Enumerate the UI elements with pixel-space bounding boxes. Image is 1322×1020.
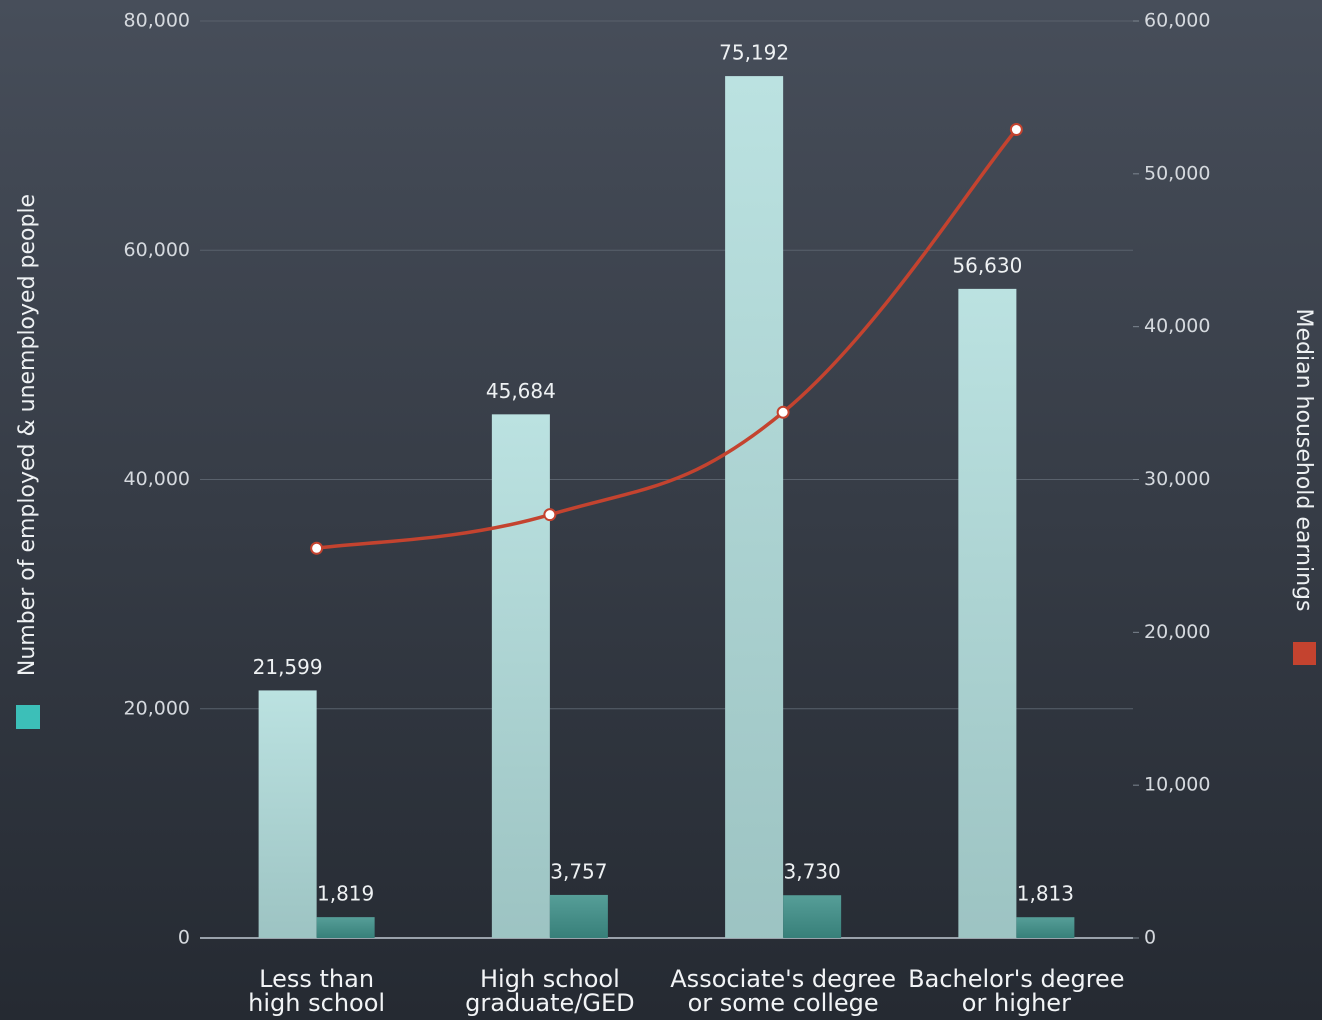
- value-label: 1,819: [317, 882, 374, 906]
- y2-axis-title: Median household earnings: [1291, 309, 1316, 612]
- value-label: 3,730: [783, 860, 840, 884]
- value-label: 1,813: [1017, 882, 1074, 906]
- bar-shade: [258, 690, 317, 938]
- x-tick-label: Bachelor's degree or higher: [908, 965, 1124, 1017]
- x-tick-label: Associate's degree or some college: [670, 965, 896, 1017]
- y2-tick-label: 50,000: [1144, 162, 1210, 184]
- y-tick-label: 80,000: [124, 10, 190, 32]
- y-axis-title: Number of employed & unemployed people: [15, 194, 40, 676]
- y2-tick-label: 20,000: [1144, 621, 1210, 643]
- line-point: [776, 405, 790, 419]
- value-label: 3,757: [550, 859, 607, 883]
- value-label: 45,684: [486, 379, 556, 403]
- y-tick-label: 20,000: [124, 697, 190, 719]
- line: [316, 128, 1018, 551]
- value-label: 56,630: [952, 253, 1022, 277]
- y2-tick-label: 10,000: [1144, 774, 1210, 796]
- value-label: 75,192: [719, 41, 789, 65]
- y-tick-label: 0: [178, 927, 190, 949]
- y-tick-label: 60,000: [124, 239, 190, 261]
- bar-shade: [549, 894, 608, 938]
- y2-tick-label: 30,000: [1144, 468, 1210, 490]
- bar-shade: [1016, 917, 1075, 938]
- line-point: [1009, 123, 1023, 137]
- y-tick-label: 40,000: [124, 468, 190, 490]
- line-point: [543, 508, 557, 522]
- bar-shade: [491, 414, 550, 938]
- legend-swatch: [16, 705, 40, 729]
- bar-shade: [316, 917, 375, 938]
- line-point: [310, 541, 324, 555]
- x-tick-label: Less than high school: [248, 965, 385, 1017]
- value-label: 21,599: [253, 655, 323, 679]
- bar-shade: [783, 895, 842, 938]
- bar-shade: [725, 76, 784, 939]
- y2-tick-label: 0: [1144, 927, 1156, 949]
- y2-tick-label: 40,000: [1144, 315, 1210, 337]
- y2-tick-label: 60,000: [1144, 10, 1210, 32]
- legend-swatch: [1293, 642, 1316, 665]
- bar-shade: [958, 288, 1017, 938]
- x-tick-label: High school graduate/GED: [465, 965, 634, 1017]
